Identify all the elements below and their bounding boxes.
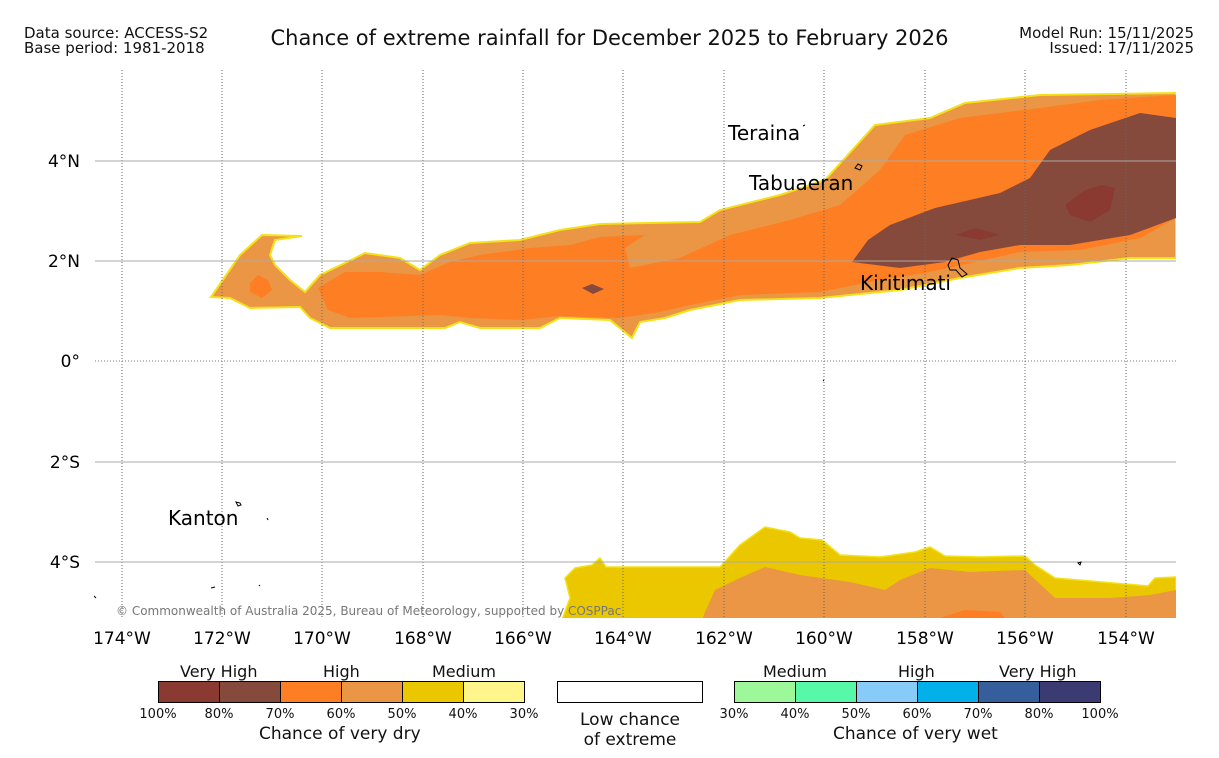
lon-tick: 170°W <box>293 629 351 649</box>
small-island-6 <box>1077 561 1082 566</box>
dry-60-70-blob-west <box>250 275 272 298</box>
kiritimati-island <box>947 257 968 278</box>
dry-80-100-patch-east <box>1065 185 1115 222</box>
dry-tick-label: 70% <box>265 707 295 722</box>
wet-swatch <box>856 681 918 703</box>
wet-caption: Chance of very wet <box>833 724 998 744</box>
lon-tick: 158°W <box>896 629 954 649</box>
place-label-teraina: Teraina <box>727 121 800 145</box>
lon-tick: 168°W <box>394 629 452 649</box>
dry-high-label: High <box>323 662 360 681</box>
dry-swatch <box>463 681 525 703</box>
dry-tick-label: 30% <box>509 707 539 722</box>
dry-70-80-region <box>852 113 1176 268</box>
lat-tick: 4°S <box>50 553 80 573</box>
wet-swatch <box>795 681 857 703</box>
map-title: Chance of extreme rainfall for December … <box>270 26 949 50</box>
dry-60-70-south-patch <box>940 610 1005 618</box>
data-source-text: Data source: ACCESS-S2 <box>24 24 209 42</box>
wet-tick-label: 100% <box>1081 707 1119 722</box>
lon-tick: 164°W <box>594 629 652 649</box>
latitude-gridlines <box>95 160 1176 563</box>
place-label-kanton: Kanton <box>168 506 238 530</box>
kanton-island <box>235 501 242 507</box>
lon-tick: 162°W <box>695 629 753 649</box>
dry-50-60-south-region <box>702 567 1176 618</box>
low-chance-caption-line1: Low chance <box>580 710 680 730</box>
lon-tick: 154°W <box>1097 629 1155 649</box>
lat-tick: 2°N <box>48 252 80 272</box>
dry-swatch <box>341 681 403 703</box>
dry-80-100-patch-kiritimati <box>955 228 1000 240</box>
wet-tick-label: 80% <box>1024 707 1054 722</box>
small-island-2 <box>210 586 216 589</box>
wet-swatch <box>917 681 979 703</box>
wet-tick-label: 60% <box>902 707 932 722</box>
copyright-text: © Commonwealth of Australia 2025, Bureau… <box>116 604 621 618</box>
island-outlines <box>93 124 1082 599</box>
dry-swatch <box>158 681 220 703</box>
wet-swatch <box>1039 681 1101 703</box>
small-island-4 <box>93 595 97 599</box>
dry-very-high-label: Very High <box>180 662 258 681</box>
low-chance-caption-line2: of extreme <box>583 730 677 750</box>
lat-tick: 0° <box>61 352 80 372</box>
model-run-text: Model Run: 15/11/2025 <box>1019 24 1194 42</box>
dry-swatch <box>402 681 464 703</box>
dry-tick-label: 80% <box>204 707 234 722</box>
lon-tick: 174°W <box>93 629 151 649</box>
dry-tick-label: 100% <box>139 707 177 722</box>
dry-tick-label: 50% <box>387 707 417 722</box>
issued-text: Issued: 17/11/2025 <box>1049 39 1194 57</box>
lon-tick: 166°W <box>494 629 552 649</box>
lon-tick: 160°W <box>795 629 853 649</box>
dry-70-80-patch-small <box>582 284 604 294</box>
wet-tick-label: 40% <box>780 707 810 722</box>
wet-tick-label: 50% <box>841 707 871 722</box>
dry-tick-label: 40% <box>448 707 478 722</box>
lat-tick: 4°N <box>48 152 80 172</box>
dry-swatch <box>219 681 281 703</box>
dry-medium-label: Medium <box>432 662 496 681</box>
wet-high-label: High <box>898 662 935 681</box>
wet-tick-label: 70% <box>963 707 993 722</box>
wet-very-high-label: Very High <box>999 662 1077 681</box>
place-label-kiritimati: Kiritimati <box>860 271 951 295</box>
rainfall-shading <box>209 91 1176 618</box>
small-island-1 <box>266 517 269 521</box>
dry-60-70-region <box>318 95 1176 320</box>
longitude-gridlines <box>121 70 1127 618</box>
small-island-3 <box>258 584 261 587</box>
tabuaeran-island <box>854 163 863 171</box>
dry-swatch <box>280 681 342 703</box>
low-chance-swatch <box>557 681 703 703</box>
lat-tick: 2°S <box>50 453 80 473</box>
teraina-island <box>802 124 806 127</box>
wet-swatch <box>978 681 1040 703</box>
place-label-tabuaeran: Tabuaeran <box>748 171 853 195</box>
wet-tick-label: 30% <box>719 707 749 722</box>
dry-caption: Chance of very dry <box>259 724 421 744</box>
lon-tick: 172°W <box>193 629 251 649</box>
wet-swatch <box>734 681 796 703</box>
lon-tick: 156°W <box>996 629 1054 649</box>
wet-medium-label: Medium <box>763 662 827 681</box>
base-period-text: Base period: 1981-2018 <box>24 39 205 57</box>
small-island-5 <box>822 379 825 382</box>
dry-tick-label: 60% <box>326 707 356 722</box>
